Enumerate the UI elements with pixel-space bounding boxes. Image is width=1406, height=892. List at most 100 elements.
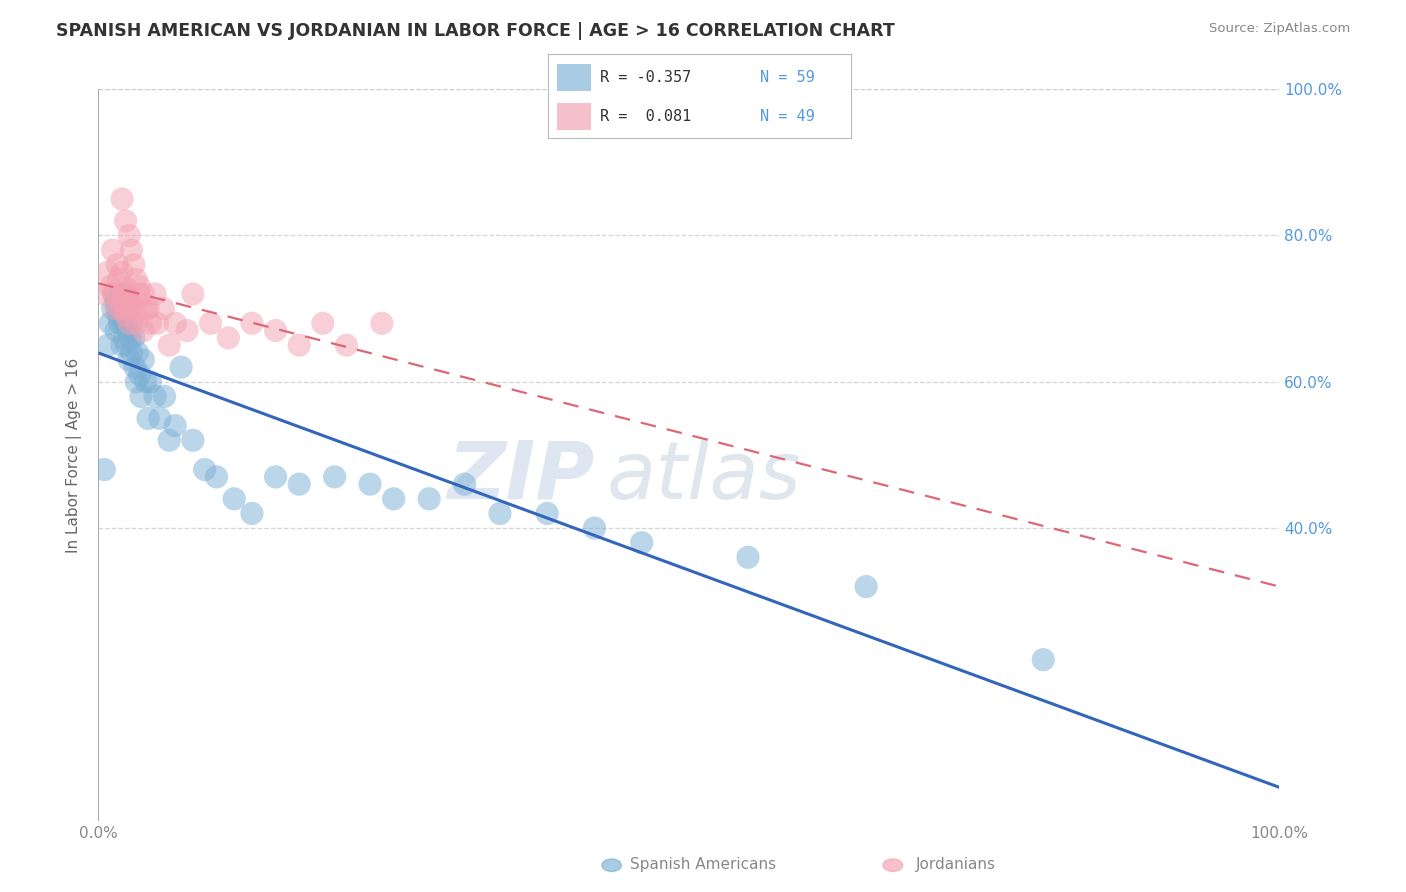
Point — [112, 301, 135, 316]
Point — [264, 324, 287, 338]
Point — [855, 580, 877, 594]
Point — [103, 287, 125, 301]
Point — [117, 301, 139, 316]
Point — [98, 279, 121, 293]
Point — [149, 411, 172, 425]
Point — [288, 338, 311, 352]
Text: ZIP: ZIP — [447, 438, 595, 516]
Point — [489, 507, 512, 521]
Point — [105, 301, 128, 316]
Text: N = 59: N = 59 — [759, 70, 814, 85]
Point — [115, 309, 138, 323]
Point — [146, 316, 169, 330]
Point — [382, 491, 405, 506]
Point — [114, 316, 136, 330]
Point — [135, 301, 157, 316]
Point — [359, 477, 381, 491]
Point — [264, 470, 287, 484]
Point — [110, 301, 132, 316]
Point — [418, 491, 440, 506]
Point — [536, 507, 558, 521]
Point — [135, 375, 157, 389]
Point — [117, 324, 139, 338]
Bar — [557, 103, 591, 130]
Point — [122, 331, 145, 345]
Point — [143, 389, 166, 403]
Point — [121, 345, 143, 359]
Point — [105, 258, 128, 272]
Y-axis label: In Labor Force | Age > 16: In Labor Force | Age > 16 — [66, 358, 83, 552]
Point — [125, 316, 148, 330]
Point — [97, 265, 120, 279]
Point — [114, 214, 136, 228]
Point — [112, 331, 135, 345]
Point — [112, 316, 135, 330]
Point — [125, 375, 148, 389]
Point — [153, 389, 176, 403]
Point — [128, 368, 150, 382]
Point — [121, 316, 143, 330]
Point — [118, 228, 141, 243]
Point — [121, 294, 143, 309]
Point — [98, 316, 121, 330]
Point — [136, 411, 159, 425]
Point — [132, 324, 155, 338]
Point — [132, 287, 155, 301]
Point — [129, 389, 152, 403]
Point — [288, 477, 311, 491]
Point — [118, 316, 141, 330]
Point — [105, 301, 128, 316]
Point — [181, 434, 204, 448]
Point — [1032, 653, 1054, 667]
Point — [129, 301, 152, 316]
Point — [136, 301, 159, 316]
Point — [120, 331, 142, 345]
Text: SPANISH AMERICAN VS JORDANIAN IN LABOR FORCE | AGE > 16 CORRELATION CHART: SPANISH AMERICAN VS JORDANIAN IN LABOR F… — [56, 22, 896, 40]
Point — [97, 338, 120, 352]
Point — [107, 309, 129, 323]
Point — [217, 331, 239, 345]
Point — [114, 279, 136, 293]
Point — [108, 316, 131, 330]
Point — [240, 316, 263, 330]
Point — [323, 470, 346, 484]
Point — [630, 535, 652, 549]
Point — [112, 287, 135, 301]
Point — [165, 316, 187, 330]
Point — [335, 338, 357, 352]
Point — [125, 272, 148, 286]
Point — [157, 434, 180, 448]
Point — [170, 360, 193, 375]
Point — [117, 287, 139, 301]
Point — [132, 352, 155, 367]
Point — [105, 324, 128, 338]
Point — [176, 324, 198, 338]
Point — [583, 521, 606, 535]
Point — [157, 338, 180, 352]
Point — [111, 265, 134, 279]
Point — [139, 375, 162, 389]
Text: N = 49: N = 49 — [759, 109, 814, 124]
Point — [103, 287, 125, 301]
Point — [143, 287, 166, 301]
Point — [127, 345, 149, 359]
Point — [115, 338, 138, 352]
Point — [111, 192, 134, 206]
Point — [93, 462, 115, 476]
Point — [124, 360, 146, 375]
Point — [93, 287, 115, 301]
Point — [111, 338, 134, 352]
Point — [139, 316, 162, 330]
Point — [122, 301, 145, 316]
Point — [110, 287, 132, 301]
Point — [194, 462, 217, 476]
Point — [200, 316, 222, 330]
Point — [205, 470, 228, 484]
Point — [737, 550, 759, 565]
Bar — [557, 63, 591, 91]
Text: atlas: atlas — [606, 438, 801, 516]
Point — [122, 258, 145, 272]
Text: R = -0.357: R = -0.357 — [600, 70, 690, 85]
Point — [128, 287, 150, 301]
Point — [108, 294, 131, 309]
